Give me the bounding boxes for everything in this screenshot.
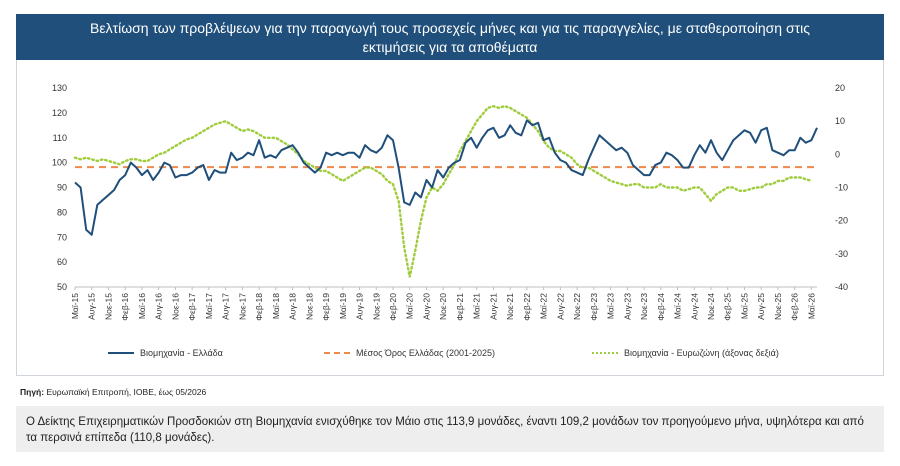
- x-tick-label: Αυγ-20: [421, 293, 431, 320]
- legend-item-average: Μέσος Όρος Ελλάδας (2001-2025): [324, 348, 495, 358]
- x-tick-label: Αυγ-24: [689, 293, 699, 320]
- x-tick-label: Φεβ-22: [522, 293, 532, 321]
- x-tick-label: Μαϊ-22: [539, 293, 549, 319]
- legend-swatch-eurozone: [592, 352, 618, 354]
- legend-item-eurozone: Βιομηχανία - Ευρωζώνη (άξονας δεξιά): [592, 348, 779, 358]
- x-tick-label: Μαϊ-17: [204, 293, 214, 319]
- x-tick-label: Φεβ-16: [120, 293, 130, 321]
- x-tick-label: Φεβ-26: [790, 293, 800, 321]
- y-right-tick-label: -20: [835, 216, 848, 226]
- x-tick-label: Νοε-20: [438, 293, 448, 320]
- x-tick-label: Φεβ-25: [723, 293, 733, 321]
- x-tick-label: Μαϊ-23: [606, 293, 616, 319]
- source-label: Πηγή:: [20, 387, 45, 397]
- y-right-tick-label: -10: [835, 183, 848, 193]
- legend-swatch-greece: [108, 352, 134, 354]
- y-right-tick-label: 0: [835, 149, 840, 159]
- y-left-tick-label: 80: [57, 207, 67, 217]
- x-tick-label: Φεβ-20: [388, 293, 398, 321]
- summary-text: Ο Δείκτης Επιχειρηματικών Προσδοκιών στη…: [26, 416, 864, 444]
- legend-swatch-average: [324, 352, 350, 354]
- x-tick-label: Μαϊ-19: [338, 293, 348, 319]
- summary-note: Ο Δείκτης Επιχειρηματικών Προσδοκιών στη…: [16, 406, 884, 452]
- y-right-tick-label: -40: [835, 282, 848, 292]
- y-left-tick-label: 130: [52, 83, 67, 93]
- x-tick-label: Φεβ-17: [187, 293, 197, 321]
- x-tick-label: Νοε-24: [706, 293, 716, 320]
- x-tick-label: Αυγ-15: [87, 293, 97, 320]
- source-note: Πηγή: Ευρωπαϊκή Επιτροπή, ΙΟΒΕ, έως 05/2…: [20, 387, 206, 397]
- x-tick-label: Αυγ-17: [221, 293, 231, 320]
- y-right-tick-label: 20: [835, 83, 845, 93]
- y-left-tick-label: 50: [57, 282, 67, 292]
- chart-title-line-2: εκτιμήσεις για τα αποθέματα: [362, 39, 538, 55]
- source-text: Ευρωπαϊκή Επιτροπή, ΙΟΒΕ, έως 05/2026: [44, 387, 207, 397]
- y-right-tick-label: 10: [835, 116, 845, 126]
- x-tick-label: Αυγ-18: [288, 293, 298, 320]
- legend-label-eurozone: Βιομηχανία - Ευρωζώνη (άξονας δεξιά): [624, 348, 779, 358]
- y-left-tick-label: 110: [53, 133, 67, 143]
- x-tick-label: Αυγ-23: [622, 293, 632, 320]
- x-tick-label: Αυγ-16: [154, 293, 164, 320]
- x-tick-label: Νοε-16: [170, 293, 180, 320]
- x-tick-label: Μαϊ-15: [70, 293, 80, 319]
- x-tick-label: Μαϊ-21: [472, 293, 482, 319]
- chart-frame: 50 60 70 80 90 100 110 120 130 -40 -30 -20 -10 0 10 20 Μ…: [16, 60, 884, 376]
- y-left-tick-label: 90: [57, 183, 67, 193]
- x-tick-label: Νοε-22: [572, 293, 582, 320]
- chart-title-line-1: Βελτίωση των προβλέψεων για την παραγωγή…: [89, 20, 810, 36]
- x-tick-label: Νοε-18: [304, 293, 314, 320]
- y-left-tick-label: 70: [57, 232, 67, 242]
- x-tick-label: Νοε-25: [773, 293, 783, 320]
- y-left-tick-label: 100: [52, 158, 67, 168]
- x-tick-label: Νοε-19: [371, 293, 381, 320]
- x-tick-label: Νοε-17: [237, 293, 247, 320]
- legend-label-average: Μέσος Όρος Ελλάδας (2001-2025): [356, 348, 495, 358]
- legend-label-greece: Βιομηχανία - Ελλάδα: [140, 348, 223, 358]
- x-tick-label: Μαϊ-18: [271, 293, 281, 319]
- x-tick-label: Φεβ-24: [656, 293, 666, 321]
- x-tick-label: Μαϊ-16: [137, 293, 147, 319]
- x-tick-label: Νοε-23: [639, 293, 649, 320]
- x-tick-label: Φεβ-21: [455, 293, 465, 321]
- x-tick-label: Φεβ-19: [321, 293, 331, 321]
- x-tick-label: Νοε-21: [505, 293, 515, 320]
- legend-item-greece: Βιομηχανία - Ελλάδα: [108, 348, 223, 358]
- x-tick-label: Νοε-15: [103, 293, 113, 320]
- x-tick-label: Αυγ-19: [355, 293, 365, 320]
- x-tick-label: Φεβ-23: [589, 293, 599, 321]
- x-tick-label: Μαϊ-25: [739, 293, 749, 319]
- x-tick-label: Μαϊ-24: [673, 293, 683, 319]
- x-tick-label: Αυγ-22: [555, 293, 565, 320]
- y-left-tick-label: 120: [52, 108, 67, 118]
- line-chart: 50 60 70 80 90 100 110 120 130 -40 -30 -20 -10 0 10 20 Μ…: [52, 83, 848, 321]
- x-tick-label: Μαϊ-26: [806, 293, 816, 319]
- x-tick-label: Αυγ-21: [488, 293, 498, 320]
- series-line-eurozone: [73, 104, 813, 278]
- x-tick-label: Μαϊ-20: [405, 293, 415, 319]
- x-tick-label: Φεβ-18: [254, 293, 264, 321]
- y-right-tick-label: -30: [835, 249, 848, 259]
- x-tick-label: Αυγ-25: [756, 293, 766, 320]
- y-left-tick-label: 60: [57, 257, 67, 267]
- chart-title-bar: Βελτίωση των προβλέψεων για την παραγωγή…: [16, 14, 884, 60]
- series-line-greece: [74, 119, 818, 236]
